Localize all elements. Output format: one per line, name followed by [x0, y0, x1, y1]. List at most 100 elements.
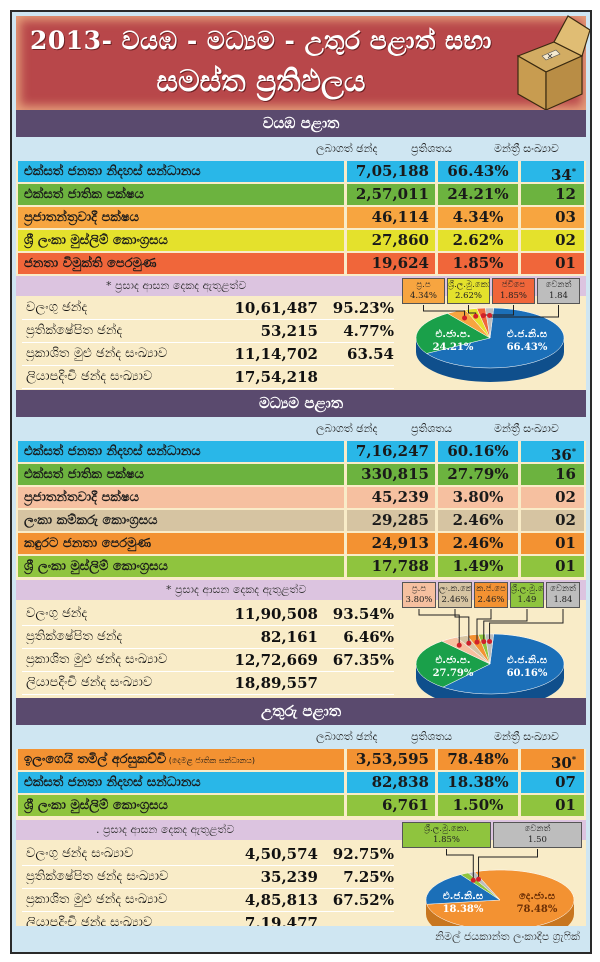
party-percent: 18.38%: [438, 772, 518, 793]
section-bar-wayamba: වයඹ පළාත: [16, 110, 586, 137]
party-name-text: එක්සත් ජනතා නිදහස් සන්ධානය: [24, 164, 201, 179]
party-row: ශ්‍රී ලංකා මුස්ලිම් කොංග්‍රසය 27,860 2.62%…: [18, 230, 584, 252]
column-headers-northern: ලබාගත් ඡන්ද ප්‍රතිශතය මන්ත්‍රී සංඛ්‍යාව: [16, 725, 586, 749]
pie-slice: [425, 307, 565, 369]
subtitle: සමස්ත ප්‍රතිඵලය: [156, 64, 366, 99]
party-row: එක්සත් ජනතා නිදහස් සන්ධානය 7,16,247 60.16%…: [18, 441, 584, 463]
col-percent: ප්‍රතිශතය: [411, 730, 453, 743]
party-percent: 24.21%: [438, 184, 518, 205]
summary-label: ප්‍රතික්ෂේපිත ඡන්ද: [26, 323, 123, 338]
pie-callout-tag: ශ්‍රී.ල.මු.කො. 1.85%: [402, 822, 491, 848]
column-headers-wayamba: ලබාගත් ඡන්ද ප්‍රතිශතය මන්ත්‍රී සංඛ්‍යාව: [16, 137, 586, 161]
callout-dot: [474, 639, 480, 645]
callout-line: [478, 849, 538, 880]
pie-value: 66.43%: [507, 342, 548, 353]
party-votes: 2,57,011: [347, 184, 435, 205]
seat-count: 16: [555, 465, 576, 483]
bonus-mark: *: [571, 446, 576, 456]
callout-line: [418, 609, 460, 646]
pie-callout-tag: ක.ජ.පෙ 2.46%: [474, 582, 508, 608]
party-votes: 7,05,188: [347, 161, 435, 182]
pie-value: 78.48%: [517, 904, 558, 915]
party-seats: 16: [521, 464, 584, 485]
seat-count: 02: [555, 488, 576, 506]
main-title: 2013- වයඹ - මධ්‍යම - උතුර පළාත් සභා ඡන්ද…: [30, 26, 500, 55]
party-row: එක්සත් ජනතා නිදහස් සන්ධානය 7,05,188 66.43%…: [18, 161, 584, 183]
party-name-text: ජනතා විමුක්ති පෙරමුණ: [24, 256, 157, 271]
pie-slice: [425, 874, 501, 905]
party-row: ලංකා කම්කරු කොංග්‍රසය 29,285 2.46% 02: [18, 510, 584, 532]
summary-value: 17,54,218: [234, 368, 318, 386]
callout-line: [483, 609, 528, 642]
summary-percent: 67.35%: [332, 651, 394, 669]
col-seats: මන්ත්‍රී සංඛ්‍යාව: [494, 422, 559, 435]
party-percent: 4.34%: [438, 207, 518, 228]
party-row: එක්සත් ජාතික පක්ෂය 330,815 27.79% 16: [18, 464, 584, 486]
pie-label: එ.ජ.නි.ස: [507, 328, 548, 340]
summary-row: ලියාපදිංචි ඡන්ද සංඛ්‍යාව 17,54,218: [22, 367, 394, 389]
callout-label: ශ්‍රී.ල.මු.කො: [448, 280, 490, 290]
pie-slice: [484, 307, 494, 339]
party-name: ඉලංගෙයි තමිල් අරසුකච්චි (දෙමළ ජාතික සන්ධ…: [18, 749, 344, 770]
party-name: එක්සත් ජාතික පක්ෂය: [18, 184, 344, 205]
summary-label: වලංගු ඡන්ද: [26, 300, 88, 315]
summary-label: ලියාපදිංචි ඡන්ද සංඛ්‍යාව: [26, 369, 153, 384]
section-bar-northern: උතුරු පළාත: [16, 698, 586, 725]
summary-row: ප්‍රතික්ෂේපිත ඡන්ද සංඛ්‍යාව 35,239 7.25%: [22, 867, 394, 889]
party-name: එක්සත් ජනතා නිදහස් සන්ධානය: [18, 772, 344, 793]
summary-percent: 63.54: [347, 345, 394, 363]
party-name-text: ශ්‍රී ලංකා මුස්ලිම් කොංග්‍රසය: [24, 798, 168, 813]
pie-label: එ.ජ.නි.ස: [507, 654, 548, 666]
party-votes: 3,53,595: [347, 749, 435, 770]
callout-line: [468, 305, 477, 317]
callout-dot: [470, 877, 476, 883]
party-row: කඳුරට ජනතා පෙරමුණ 24,913 2.46% 01: [18, 533, 584, 555]
summary-percent: 6.46%: [343, 628, 394, 646]
summary-label: ප්‍රකාශිත මුළු ඡන්ද සංඛ්‍යාව: [26, 652, 168, 667]
party-row: ප්‍රජාතන්ත්‍රවාදී පක්ෂය 46,114 4.34% 03: [18, 207, 584, 229]
pie-slice: [415, 640, 491, 688]
callout-dot: [481, 639, 487, 645]
party-name: ශ්‍රී ලංකා මුස්ලිම් කොංග්‍රසය: [18, 795, 344, 816]
pie-slice: [442, 633, 565, 695]
pie-label: දෙ.ජා.ස: [519, 890, 556, 903]
pie-label: එ.ජ.නි.ස: [443, 890, 484, 902]
infographic-frame: 2013- වයඹ - මධ්‍යම - උතුර පළාත් සභා ඡන්ද…: [10, 10, 592, 954]
summary-label: ප්‍රකාශිත මුළු ඡන්ද සංඛ්‍යාව: [26, 892, 168, 907]
party-percent: 78.48%: [438, 749, 518, 770]
summary-percent: 7.25%: [343, 868, 394, 886]
infographic-body: 2013- වයඹ - මධ්‍යම - උතුර පළාත් සභා ඡන්ද…: [16, 15, 590, 948]
party-name: ශ්‍රී ලංකා මුස්ලිම් කොංග්‍රසය: [18, 556, 344, 577]
summary-percent: 92.75%: [332, 845, 394, 863]
party-name: එක්සත් ජාතික පක්ෂය: [18, 464, 344, 485]
party-row: ශ්‍රී ලංකා මුස්ලිම් කොංග්‍රසය 17,788 1.49%…: [18, 556, 584, 578]
pie-slice: [467, 871, 501, 901]
party-votes: 45,239: [347, 487, 435, 508]
callout-line: [476, 609, 492, 643]
col-percent: ප්‍රතිශතය: [411, 422, 453, 435]
note-text: * ප්‍රසාද ආසන දෙකද ඇතුළත්ව: [106, 279, 247, 292]
callout-value: 1.85%: [432, 835, 460, 845]
seat-count: 07: [555, 773, 576, 791]
bonus-mark: *: [571, 754, 576, 764]
party-percent: 3.80%: [438, 487, 518, 508]
party-seats: 34*: [521, 161, 584, 182]
summary-percent: 4.77%: [343, 322, 394, 340]
summary-value: 35,239: [260, 868, 318, 886]
callout-label: ප්‍ර.ප: [416, 280, 431, 290]
pie-slice: [484, 633, 494, 665]
pie-value: 60.16%: [507, 668, 548, 679]
callout-line: [489, 305, 559, 318]
pie-callout-tag: ප්‍ර.ප 4.34%: [402, 278, 445, 304]
party-row: එක්සත් ජනතා නිදහස් සන්ධානය 82,838 18.38% 07: [18, 772, 584, 794]
summary-row: ප්‍රතික්ෂේපිත ඡන්ද 53,215 4.77%: [22, 321, 394, 343]
callout-label: වෙනත්: [545, 280, 572, 290]
summary-value: 4,50,574: [244, 845, 318, 863]
summary-value: 18,89,557: [234, 674, 318, 692]
seat-count: 36: [550, 446, 572, 462]
party-seats: 30*: [521, 749, 584, 770]
party-seats: 12: [521, 184, 584, 205]
pie-side: [416, 338, 564, 382]
summary-row: ප්‍රතික්ෂේපිත ඡන්ද 82,161 6.46%: [22, 627, 394, 649]
callout-label: ක.ජ.පෙ: [476, 584, 506, 594]
